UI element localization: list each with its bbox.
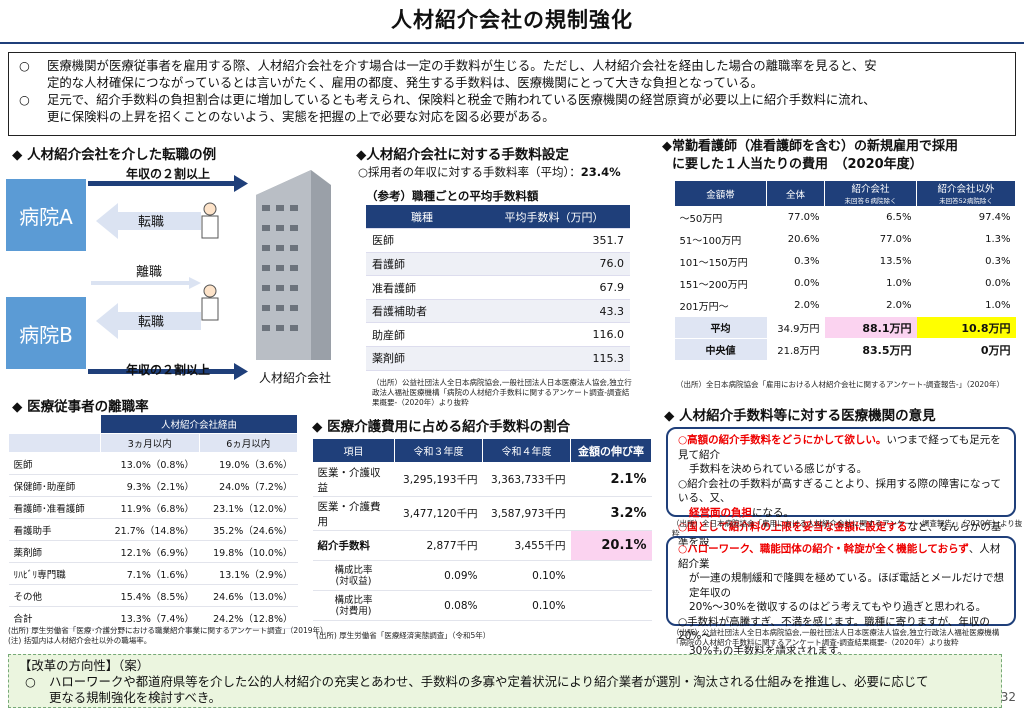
fee-source: （出所）公益社団法人全日本病院協会,一般社団法人日本医療法人協会,独立行政法人福… bbox=[372, 378, 632, 407]
table-row: その他 15.4%（8.5%） 24.6%（13.0%） bbox=[8, 584, 298, 607]
table-row: 看護師･准看護師 11.9%（6.8%） 23.1%（12.0%） bbox=[8, 496, 298, 519]
opinion-source-2a: （出所）公益社団法人全日本病院協会,一般社団法人日本医療法人協会,独立行政法人福… bbox=[672, 628, 1000, 637]
resign-arrow bbox=[91, 277, 201, 289]
transfer-diagram: 病院A 病院B 年収の２割以上 転職 離職 転職 年収の２割以上 人材紹介会社 bbox=[6, 165, 336, 390]
table-row: ～50万円 77.0% 6.5% 97.4% bbox=[674, 206, 1016, 229]
agency-label: 人材紹介会社 bbox=[259, 371, 332, 385]
opinion-source-2b: 「病院の人材紹介手数料に関するアンケート調査-調査結果概要-（2020年）より抜… bbox=[672, 638, 959, 647]
col-header: 3ヵ月以内 bbox=[100, 433, 200, 453]
col-header: 令和３年度 bbox=[394, 438, 483, 463]
col-header: 金額帯 bbox=[674, 180, 767, 207]
table-row: 51～100万円 20.6% 77.0% 1.3% bbox=[674, 228, 1016, 251]
job-change-1-label: 転職 bbox=[138, 215, 165, 230]
reform-line-1: ハローワークや都道府県等を介した公的人材紹介の充実とあわせ、手数料の多寡や定着状… bbox=[49, 674, 929, 689]
hospital-a-box: 病院A bbox=[6, 179, 86, 251]
turnover-table: 人材紹介会社経由 3ヵ月以内 6ヵ月以内 医師 13.0%（0.8%） 19.0%（3… bbox=[8, 414, 298, 629]
nurse-heading: ◆常勤看護師（准看護師を含む）の新規雇用で採用 に要した１人当たりの費用 （20… bbox=[662, 139, 958, 172]
table-row: 看護師 76.0 bbox=[366, 252, 630, 277]
table-row: 医師 13.0%（0.8%） 19.0%（3.6%） bbox=[8, 452, 298, 475]
transfer-arrow-1 bbox=[96, 203, 201, 239]
intro-p1b: 定的な人材確保につながっているとは言いがたく、雇用の都度、発生する手数料は、医療… bbox=[47, 75, 764, 90]
opinion-box-2: ○ハローワーク、職能団体の紹介・斡旋が全く機能しておらず、人材紹介業 が一連の規… bbox=[666, 536, 1016, 657]
table-row: 構成比率 (対費用) 0.08% 0.10% bbox=[312, 590, 652, 621]
job-change-2-label: 転職 bbox=[138, 315, 165, 330]
turnover-note: (注) 括弧内は人材紹介会社以外の職場率。 bbox=[8, 636, 152, 645]
reform-line-2: 更なる規制強化を検討すべき。 bbox=[49, 690, 221, 705]
nurse-cost-table: 金額帯 全体 紹介会社 未回答６病院除く 紹介会社以外 未回答52病院除く ～50万… bbox=[674, 180, 1016, 361]
table-row: 薬剤師 12.1%（6.9%） 19.8%（10.0%） bbox=[8, 540, 298, 563]
fee-table: 職種 平均手数料（万円） 医師 351.7 看護師 76.0 准看護師 67.9 看護補… bbox=[366, 205, 630, 371]
resign-label: 離職 bbox=[136, 265, 163, 280]
nurse-person-icon bbox=[201, 284, 219, 321]
table-row: 准看護師 67.9 bbox=[366, 275, 630, 300]
intro-box: ○ 医療機関が医療従事者を雇用する際、人材紹介会社を介す場合は一定の手数料が生じる… bbox=[8, 52, 1016, 136]
table-row: 構成比率 (対収益) 0.09% 0.10% bbox=[312, 560, 652, 591]
building-icon bbox=[256, 170, 331, 360]
col-header: 紹介会社 未回答６病院除く bbox=[824, 180, 917, 207]
reform-box: 【改革の方向性】（案） ○ ハローワークや都道府県等を介した公的人材紹介の充実とあ… bbox=[8, 654, 1002, 708]
cost-table: 項目 令和３年度 令和４年度 金額の伸び率 医業・介護収益 3,295,193千円… bbox=[312, 438, 652, 621]
intro-p2a: 足元で、紹介手数料の負担割合は更に増加しているとも考えられ、保険料と税金で賄われ… bbox=[47, 92, 876, 107]
nurse-source: （出所）全日本病院協会「雇用における人材紹介会社に関するアンケート-調査報告-」… bbox=[676, 380, 1004, 389]
table-row: ﾘﾊﾋﾞﾘ専門職 7.1%（1.6%） 13.1%（2.9%） bbox=[8, 562, 298, 585]
col-header: 項目 bbox=[312, 438, 395, 463]
table-row: 合計 13.3%（7.4%） 24.2%（12.8%） bbox=[8, 606, 298, 629]
reform-heading: 【改革の方向性】（案） bbox=[19, 658, 150, 673]
table-row: 医師 351.7 bbox=[366, 228, 630, 253]
table-row: 看護助手 21.7%（14.8%） 35.2%（24.6%） bbox=[8, 518, 298, 541]
fee-rate-line: ○採用者の年収に対する手数料率（平均）：23.4% bbox=[358, 164, 621, 180]
income-top-label: 年収の２割以上 bbox=[126, 167, 211, 181]
fee-arrow-bottom bbox=[88, 363, 248, 380]
col-header: 金額の伸び率 bbox=[570, 438, 652, 463]
turnover-source: (出所) 厚生労働省「医療･介護分野における職業紹介事業に関するアンケート調査」… bbox=[8, 626, 328, 635]
transfer-arrow-2 bbox=[96, 303, 201, 339]
opinion-source-1: （出所）全日本病院協会「雇用における人材紹介会社に関するアンケート-調査報告-」… bbox=[672, 519, 1023, 538]
intro-p2b: 更に保険料の上昇を招くことのないよう、実態を把握の上で必要な対応を図る必要がある… bbox=[47, 109, 555, 124]
cost-heading: ◆ 医療介護費用に占める紹介手数料の割合 bbox=[312, 419, 571, 435]
median-row: 中央値 21.8万円 83.5万円 0万円 bbox=[674, 338, 1016, 361]
table-row: 保健師･助産師 9.3%（2.1%） 24.0%（7.2%） bbox=[8, 474, 298, 497]
col-header: 平均手数料（万円） bbox=[478, 205, 630, 230]
intro-p1a: 医療機関が医療従事者を雇用する際、人材紹介会社を介す場合は一定の手数料が生じる。… bbox=[47, 58, 877, 73]
fee-sub-heading: （参考）職種ごとの平均手数料額 bbox=[366, 189, 539, 203]
table-row: 151～200万円 0.0% 1.0% 0.0% bbox=[674, 272, 1016, 295]
avg-row: 平均 34.9万円 88.1万円 10.8万円 bbox=[674, 316, 1016, 339]
income-bottom-label: 年収の２割以上 bbox=[126, 363, 211, 377]
page-number: 32 bbox=[1000, 690, 1016, 704]
col-header: 職種 bbox=[366, 205, 478, 230]
fee-rate-value: 23.4% bbox=[580, 165, 621, 179]
page-title: 人材紹介会社の規制強化 bbox=[391, 8, 633, 32]
table-row: 201万円～ 2.0% 2.0% 1.0% bbox=[674, 294, 1016, 317]
nurse-person-icon bbox=[201, 202, 219, 239]
table-row: 薬剤師 115.3 bbox=[366, 346, 630, 371]
table-row: 医業・介護収益 3,295,193千円 3,363,733千円 2.1% bbox=[312, 462, 652, 497]
table-row: 101～150万円 0.3% 13.5% 0.3% bbox=[674, 250, 1016, 273]
opinion-heading: ◆ 人材紹介手数料等に対する医療機関の意見 bbox=[664, 408, 936, 424]
diagram-heading: ◆ 人材紹介会社を介した転職の例 bbox=[12, 147, 217, 163]
col-header: 6ヵ月以内 bbox=[198, 433, 298, 453]
bullet: ○ bbox=[19, 92, 30, 107]
bullet: ○ bbox=[19, 58, 30, 73]
col-header: 紹介会社以外 未回答52病院除く bbox=[916, 180, 1016, 207]
table-row: 看護補助者 43.3 bbox=[366, 299, 630, 324]
col-header: 令和４年度 bbox=[482, 438, 571, 463]
fee-rate-label: ○採用者の年収に対する手数料率（平均）： bbox=[358, 165, 581, 179]
opinion-box-1: ○高額の紹介手数料をどうにかして欲しい。いつまで経っても足元を見て紹介 手数料を… bbox=[666, 427, 1016, 548]
col-header: 全体 bbox=[766, 180, 825, 207]
title-underline bbox=[0, 42, 1024, 44]
turnover-heading: ◆ 医療従事者の離職率 bbox=[12, 399, 149, 415]
hospital-b-box: 病院B bbox=[6, 297, 86, 369]
table-row: 紹介手数料 2,877千円 3,455千円 20.1% bbox=[312, 530, 652, 561]
fee-arrow-top bbox=[88, 175, 248, 192]
fee-heading: ◆人材紹介会社に対する手数料設定 bbox=[356, 147, 569, 163]
cost-source: (出所) 厚生労働省「医療経済実態調査」（令和5年） bbox=[316, 631, 491, 640]
table-row: 助産師 116.0 bbox=[366, 322, 630, 348]
table-row: 医業・介護費用 3,477,120千円 3,587,973千円 3.2% bbox=[312, 496, 652, 531]
col-header: 人材紹介会社経由 bbox=[100, 414, 298, 434]
